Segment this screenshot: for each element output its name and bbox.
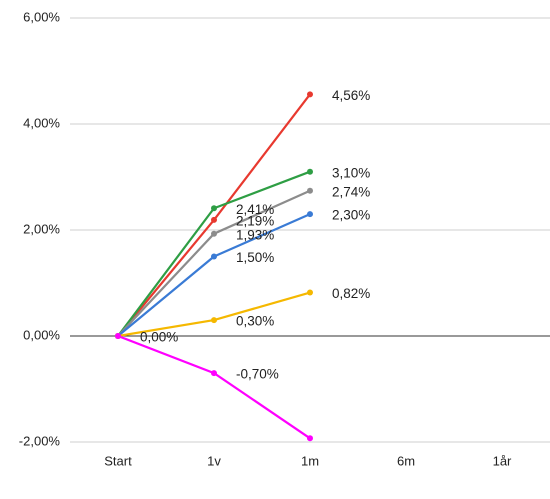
data-label: 4,56% bbox=[332, 88, 370, 103]
data-label: 2,19% bbox=[236, 213, 274, 228]
x-tick-label: 1v bbox=[207, 453, 221, 468]
data-point bbox=[307, 211, 313, 218]
series-line bbox=[117, 334, 311, 440]
data-point bbox=[307, 289, 313, 296]
series-line bbox=[117, 189, 311, 337]
data-point bbox=[211, 317, 217, 324]
data-label: 1,50% bbox=[236, 250, 274, 265]
data-label: 2,74% bbox=[332, 184, 370, 199]
data-label: -0,70% bbox=[236, 367, 279, 382]
data-label: 0,00% bbox=[140, 330, 178, 345]
data-point bbox=[307, 435, 313, 442]
data-label: 0,82% bbox=[332, 286, 370, 301]
y-tick-label: 6,00% bbox=[23, 9, 60, 24]
y-tick-label: -2,00% bbox=[19, 433, 61, 448]
data-label: 2,30% bbox=[332, 208, 370, 223]
data-label: 2,41% bbox=[236, 202, 274, 217]
data-point bbox=[307, 168, 313, 175]
x-tick-label: 1m bbox=[301, 453, 319, 468]
data-point bbox=[211, 253, 217, 260]
x-tick-label: 6m bbox=[397, 453, 415, 468]
data-label: 3,10% bbox=[332, 165, 370, 180]
x-tick-label: 1år bbox=[493, 453, 512, 468]
data-point bbox=[211, 205, 217, 212]
data-label: 1,93% bbox=[236, 227, 274, 242]
y-tick-label: 0,00% bbox=[23, 327, 60, 342]
data-point bbox=[115, 333, 121, 339]
data-point bbox=[307, 91, 313, 98]
data-point bbox=[307, 187, 313, 194]
data-label: 0,30% bbox=[236, 314, 274, 329]
x-tick-label: Start bbox=[104, 453, 132, 468]
y-tick-label: 4,00% bbox=[23, 115, 60, 130]
y-tick-label: 2,00% bbox=[23, 221, 60, 236]
data-point bbox=[211, 230, 217, 237]
data-point bbox=[211, 370, 217, 377]
data-point bbox=[211, 216, 217, 223]
